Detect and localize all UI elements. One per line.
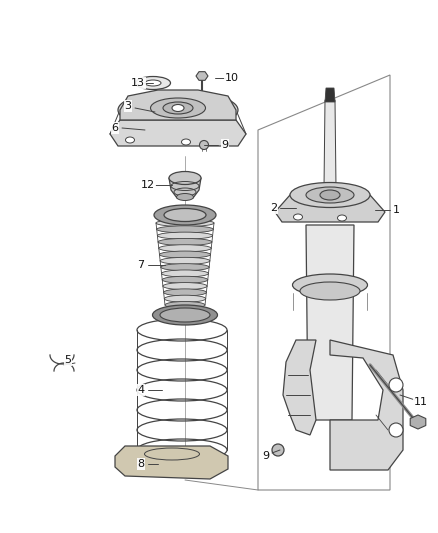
Ellipse shape [181,139,191,145]
Text: 13: 13 [131,78,145,88]
Ellipse shape [199,141,208,149]
Ellipse shape [389,378,403,392]
Ellipse shape [338,215,346,221]
Ellipse shape [157,226,213,233]
Ellipse shape [320,190,340,200]
Ellipse shape [162,276,208,283]
Polygon shape [196,71,208,80]
Polygon shape [110,120,246,146]
Polygon shape [410,415,426,429]
Ellipse shape [172,104,184,111]
Ellipse shape [159,245,211,252]
Text: 8: 8 [138,459,145,469]
Ellipse shape [154,205,216,225]
Ellipse shape [164,208,206,222]
Polygon shape [324,100,336,188]
Ellipse shape [300,282,360,300]
Ellipse shape [163,282,207,289]
Ellipse shape [160,257,210,264]
Ellipse shape [135,77,170,90]
Polygon shape [120,90,236,120]
Ellipse shape [389,423,403,437]
Text: 4: 4 [138,385,145,395]
Ellipse shape [161,264,209,271]
Polygon shape [275,195,385,222]
Ellipse shape [169,172,201,184]
Ellipse shape [152,305,218,325]
Text: 2: 2 [270,203,278,213]
Text: 3: 3 [124,101,131,111]
Polygon shape [115,446,228,479]
Text: 1: 1 [392,205,399,215]
Ellipse shape [157,232,212,239]
Ellipse shape [164,295,206,302]
Ellipse shape [158,238,212,245]
Ellipse shape [293,274,367,296]
Ellipse shape [272,444,284,456]
Ellipse shape [126,137,134,143]
Ellipse shape [151,98,205,118]
Text: 9: 9 [262,451,269,461]
Ellipse shape [165,302,205,309]
Polygon shape [330,340,403,470]
Text: 7: 7 [138,260,145,270]
Ellipse shape [177,193,194,200]
Ellipse shape [293,214,303,220]
Text: 10: 10 [225,73,239,83]
Text: 5: 5 [64,355,71,365]
Ellipse shape [160,308,210,322]
Ellipse shape [163,102,193,114]
Ellipse shape [156,220,214,227]
Polygon shape [169,178,201,198]
Ellipse shape [145,80,161,86]
Polygon shape [283,340,316,435]
Ellipse shape [162,270,208,277]
Text: 9: 9 [222,140,229,150]
Ellipse shape [306,187,354,203]
Text: 11: 11 [414,397,428,407]
Ellipse shape [118,91,238,129]
Ellipse shape [159,251,211,258]
Ellipse shape [290,182,370,207]
Ellipse shape [164,289,206,296]
Text: 6: 6 [112,123,119,133]
Text: 12: 12 [141,180,155,190]
Polygon shape [325,88,335,102]
Polygon shape [306,225,354,420]
